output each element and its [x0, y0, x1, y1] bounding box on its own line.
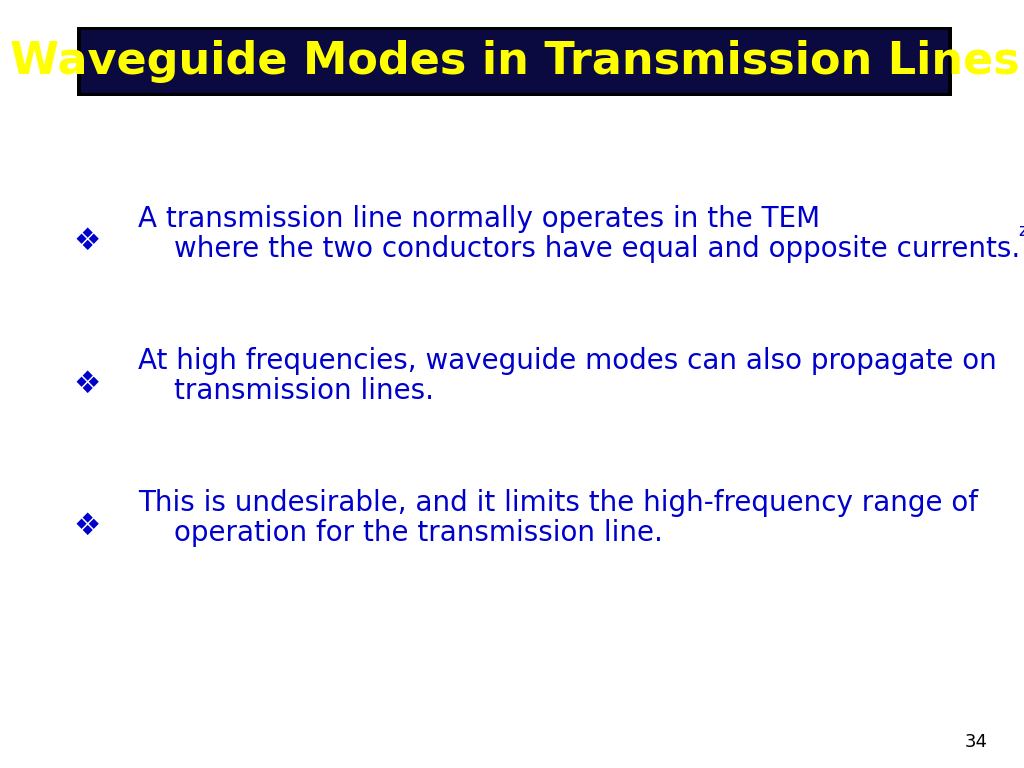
Text: operation for the transmission line.: operation for the transmission line. — [174, 519, 663, 547]
Text: z: z — [1019, 223, 1024, 240]
Text: ❖: ❖ — [74, 369, 100, 399]
Text: At high frequencies, waveguide modes can also propagate on: At high frequencies, waveguide modes can… — [138, 347, 997, 376]
Text: Waveguide Modes in Transmission Lines: Waveguide Modes in Transmission Lines — [9, 40, 1020, 83]
FancyBboxPatch shape — [77, 27, 952, 96]
Text: ❖: ❖ — [74, 227, 100, 257]
Text: where the two conductors have equal and opposite currents.: where the two conductors have equal and … — [174, 235, 1020, 263]
Text: This is undesirable, and it limits the high-frequency range of: This is undesirable, and it limits the h… — [138, 489, 978, 518]
Text: transmission lines.: transmission lines. — [174, 377, 434, 405]
Text: 34: 34 — [966, 733, 988, 751]
FancyBboxPatch shape — [81, 30, 948, 93]
Text: ❖: ❖ — [74, 511, 100, 541]
Text: A transmission line normally operates in the TEM: A transmission line normally operates in… — [138, 205, 820, 233]
